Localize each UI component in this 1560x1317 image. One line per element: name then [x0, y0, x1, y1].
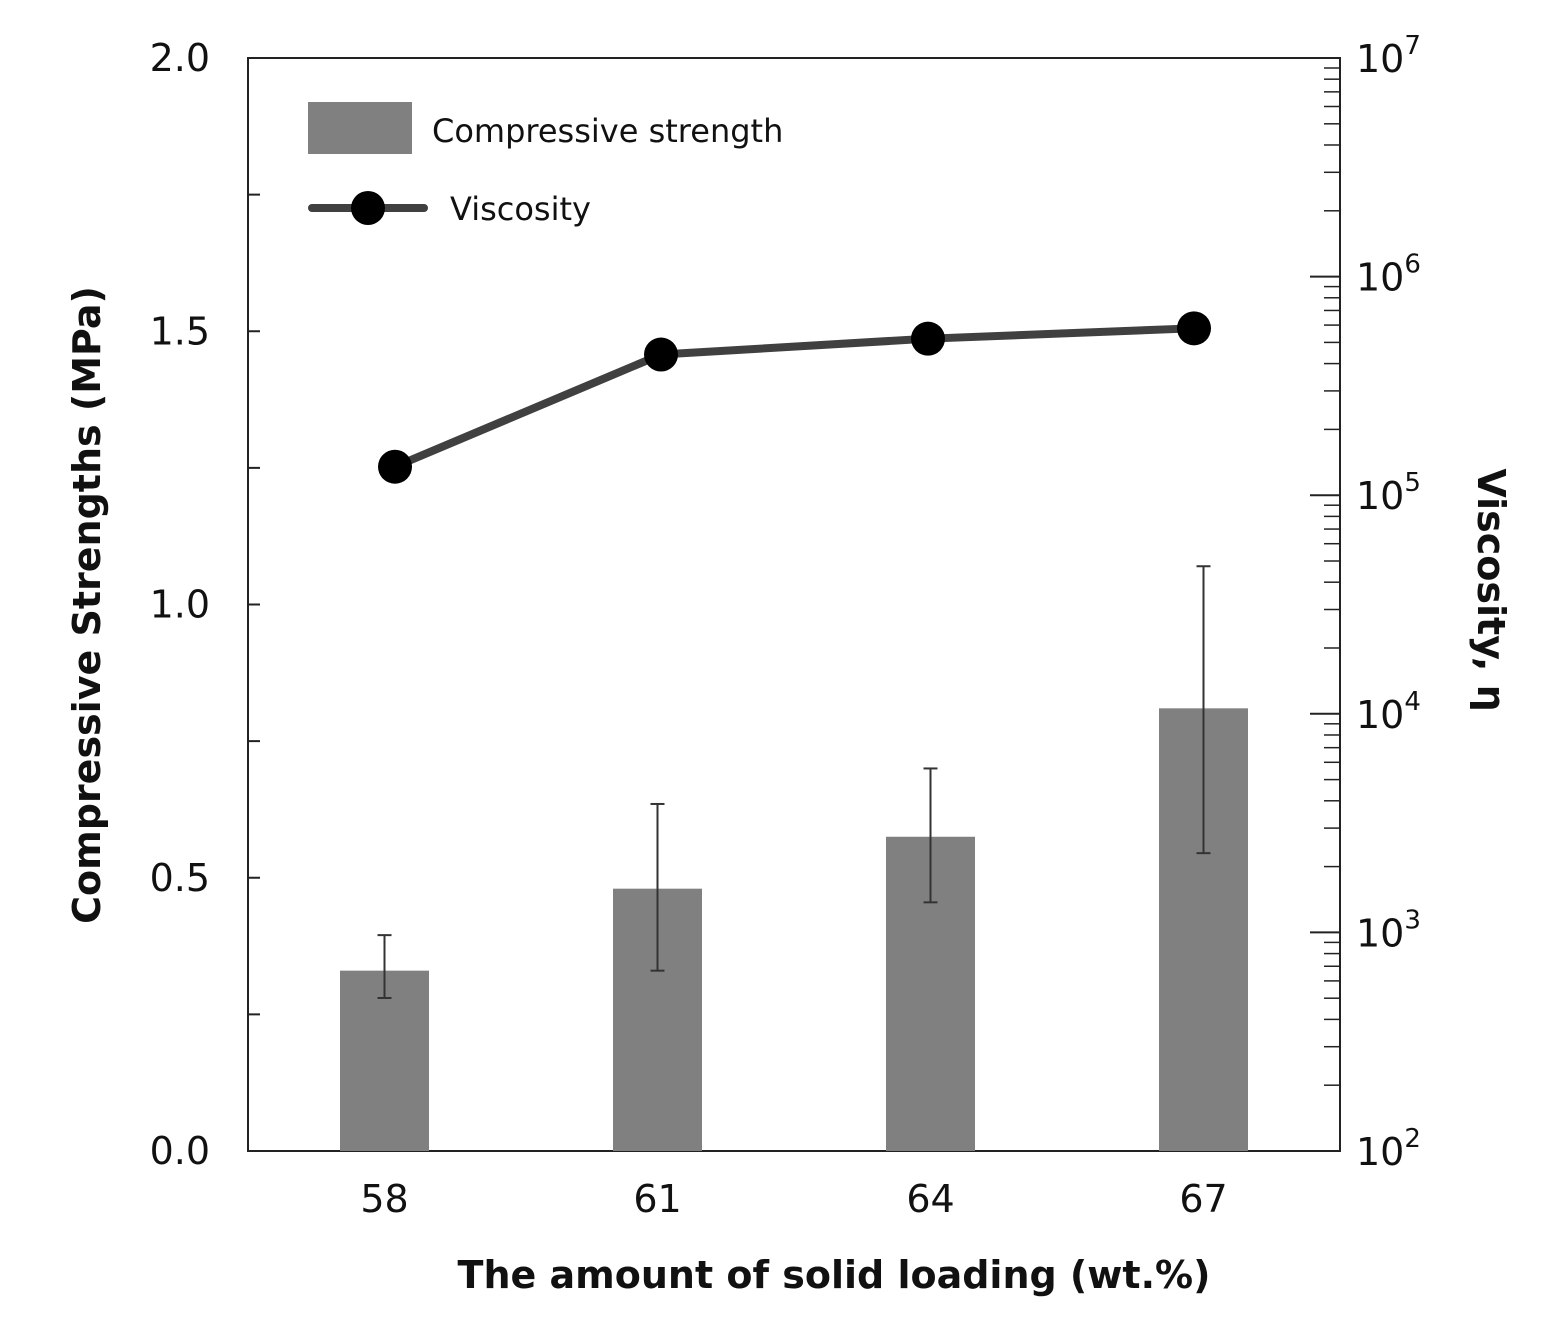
viscosity-point-61: [644, 337, 678, 372]
y-left-tick-label: 0.0: [150, 1129, 210, 1173]
viscosity-line-group: [378, 311, 1211, 484]
y-right-tick-label: 107: [1356, 31, 1421, 81]
x-tick-label-61: 61: [633, 1177, 681, 1221]
y-right-tick-label: 105: [1356, 468, 1421, 518]
legend: Compressive strength Viscosity: [308, 102, 783, 228]
x-tick-label-67: 67: [1179, 1177, 1227, 1221]
y-left-tick-label: 2.0: [150, 36, 210, 80]
legend-label-viscosity: Viscosity: [450, 190, 591, 228]
viscosity-point-58: [378, 449, 412, 484]
left-axis: 0.0 0.5 1.0 1.5 2.0: [150, 36, 260, 1173]
y-left-axis-title: Compressive Strengths (MPa): [65, 286, 109, 924]
y-right-tick-label: 103: [1356, 905, 1421, 955]
y-left-tick-label: 1.0: [150, 583, 210, 627]
y-right-tick-label: 102: [1356, 1124, 1421, 1174]
x-axis-title: The amount of solid loading (wt.%): [458, 1253, 1211, 1297]
viscosity-point-67: [1177, 311, 1211, 346]
right-axis: 102 103 104 105 106 107: [1310, 31, 1421, 1174]
x-tick-label-64: 64: [906, 1177, 954, 1221]
x-tick-label-58: 58: [360, 1177, 408, 1221]
bars-group: [340, 708, 1248, 1151]
x-axis: 58 61 64 67: [360, 1177, 1227, 1221]
bar-58: [340, 970, 429, 1151]
viscosity-point-64: [911, 321, 945, 356]
y-right-tick-label: 106: [1356, 250, 1421, 300]
viscosity-line: [391, 324, 1198, 471]
y-right-tick-label: 104: [1356, 687, 1421, 737]
error-bars-group: [377, 565, 1211, 999]
legend-swatch-compressive-strength: [308, 102, 412, 154]
y-left-tick-label: 0.5: [150, 856, 210, 900]
legend-swatch-viscosity-marker: [351, 191, 385, 225]
y-right-axis-title: Viscosity, η: [1469, 468, 1513, 711]
y-left-tick-label: 1.5: [150, 309, 210, 353]
legend-label-compressive-strength: Compressive strength: [432, 112, 783, 150]
